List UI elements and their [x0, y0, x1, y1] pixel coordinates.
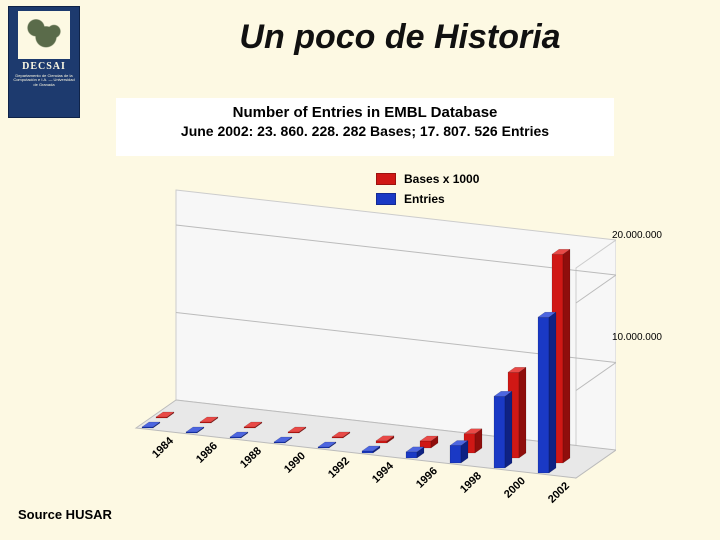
- legend-item: Bases x 1000: [376, 172, 479, 186]
- chart-caption-line2: June 2002: 23. 860. 228. 282 Bases; 17. …: [116, 123, 614, 139]
- x-tick-label: 2002: [546, 480, 572, 506]
- legend-item: Entries: [376, 192, 479, 206]
- source-label: Source HUSAR: [18, 507, 112, 522]
- slide-title: Un poco de Historia: [120, 18, 680, 57]
- legend-label: Entries: [404, 192, 445, 206]
- logo-acronym: DECSAI: [9, 61, 79, 72]
- logo-subtext: Departamento de Ciencias de la Computaci…: [9, 72, 79, 87]
- logo-graphic: [18, 11, 70, 59]
- chart-svg: [116, 160, 616, 480]
- y-tick-label: 20.000.000: [612, 230, 662, 241]
- legend-swatch: [376, 173, 396, 185]
- legend-label: Bases x 1000: [404, 172, 479, 186]
- org-logo: DECSAI Departamento de Ciencias de la Co…: [8, 6, 80, 118]
- chart-caption-line1: Number of Entries in EMBL Database: [116, 104, 614, 121]
- chart-legend: Bases x 1000 Entries: [376, 172, 479, 212]
- y-tick-label: 10.000.000: [612, 332, 662, 343]
- embl-growth-chart: Bases x 1000 Entries 20.000.000 10.000.0…: [116, 160, 616, 480]
- chart-caption: Number of Entries in EMBL Database June …: [116, 98, 614, 156]
- legend-swatch: [376, 193, 396, 205]
